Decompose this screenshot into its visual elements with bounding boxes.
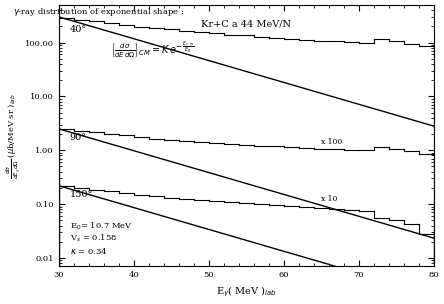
Text: 150°: 150° bbox=[70, 190, 93, 199]
Text: $\kappa$ = 0.34: $\kappa$ = 0.34 bbox=[70, 246, 107, 256]
Text: 90°: 90° bbox=[70, 133, 87, 142]
Text: $\left[\frac{d\,\sigma}{dE\,d\Omega}\right]_{CM} = K\,e^{-\,\frac{E_{c.m}}{E_0}}: $\left[\frac{d\,\sigma}{dE\,d\Omega}\rig… bbox=[111, 40, 194, 60]
Text: 40°: 40° bbox=[70, 25, 87, 33]
Text: Kr+C a 44 MeV/N: Kr+C a 44 MeV/N bbox=[201, 19, 291, 28]
Text: x 100: x 100 bbox=[321, 138, 342, 146]
Text: $\gamma$-ray distribution of exponential shape :: $\gamma$-ray distribution of exponential… bbox=[13, 6, 184, 18]
Text: V$_{s}$ = 0.158: V$_{s}$ = 0.158 bbox=[70, 233, 117, 244]
X-axis label: E$_{\gamma}$( MeV )$_{lab}$: E$_{\gamma}$( MeV )$_{lab}$ bbox=[216, 285, 276, 299]
Text: x 10: x 10 bbox=[321, 195, 337, 203]
Text: E$_{0}$= 10.7 MeV: E$_{0}$= 10.7 MeV bbox=[70, 220, 133, 232]
Y-axis label: $\frac{d\sigma}{dE_{\gamma}d\Omega}$ ($\mu$b/MeV sr )$_{lab}$: $\frac{d\sigma}{dE_{\gamma}d\Omega}$ ($\… bbox=[5, 93, 24, 178]
